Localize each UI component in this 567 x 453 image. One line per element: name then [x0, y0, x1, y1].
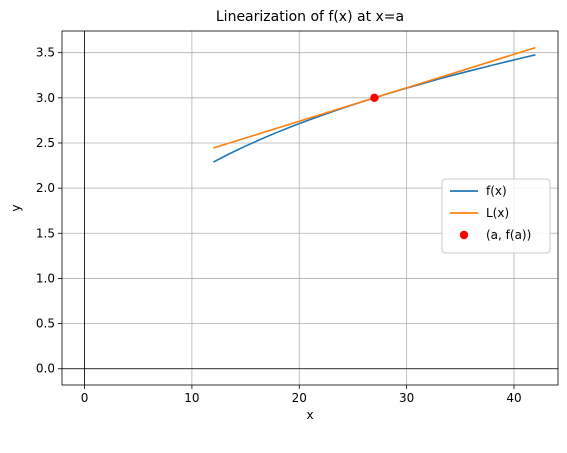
y-axis-ticks: 0.0 0.5 1.0 1.5 2.0 2.5 3.0 3.5 [36, 46, 62, 376]
y-tick-label: 1.0 [36, 271, 55, 285]
x-axis-label: x [306, 408, 313, 422]
x-tick-label: 0 [81, 391, 89, 405]
y-tick-label: 0.0 [36, 362, 55, 376]
y-tick-label: 1.5 [36, 226, 55, 240]
plot-frame [61, 30, 559, 386]
x-tick-label: 20 [292, 391, 307, 405]
x-tick-label: 40 [506, 391, 521, 405]
legend-label: (a, f(a)) [486, 228, 531, 242]
reference-lines [62, 31, 558, 385]
y-tick-label: 3.0 [36, 91, 55, 105]
series-line-f(x) [213, 54, 536, 163]
x-axis-ticks: 0 10 20 30 40 [81, 385, 522, 405]
legend-box [441, 178, 551, 254]
y-tick-label: 2.5 [36, 136, 55, 150]
legend-label: f(x) [486, 184, 507, 198]
x-tick-label: 30 [399, 391, 414, 405]
y-tick-label: 2.0 [36, 181, 55, 195]
legend: f(x) L(x) (a, f(a)) [441, 178, 551, 254]
legend-label: L(x) [486, 206, 509, 220]
scatter-point [370, 93, 379, 103]
plot-series [213, 46, 536, 163]
y-axis-label: y [9, 204, 23, 211]
legend-swatch [459, 230, 469, 240]
chart-title: Linearization of f(x) at x=a [216, 9, 404, 25]
y-tick-label: 3.5 [36, 46, 55, 60]
y-tick-label: 0.5 [36, 317, 55, 331]
x-tick-label: 10 [184, 391, 199, 405]
